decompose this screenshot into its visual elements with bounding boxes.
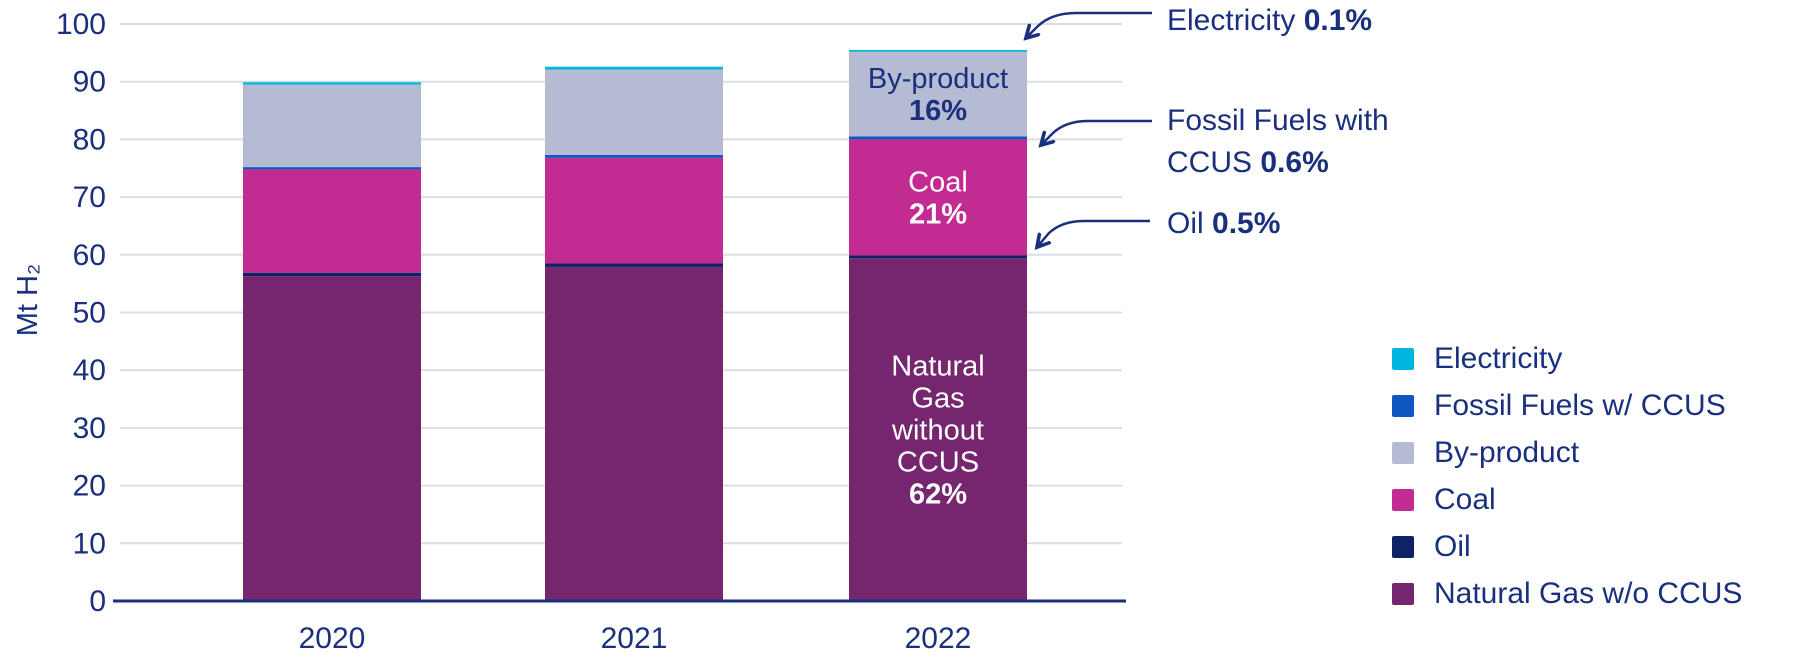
x-axis-label: 2020 <box>299 622 366 655</box>
bar-segment-natural-gas-w-o-ccus <box>545 266 723 601</box>
bar-segment-fossil-fuels-w-ccus <box>849 136 1027 140</box>
in-bar-label: Natural Gas without CCUS 62% <box>891 351 985 511</box>
in-bar-label: By-product 16% <box>868 63 1008 127</box>
legend-label: Fossil Fuels w/ CCUS <box>1434 388 1726 422</box>
legend-swatch-by-product <box>1392 441 1414 464</box>
bar-segment-natural-gas-w-o-ccus <box>849 258 1027 601</box>
annotation-oil: Oil 0.5% <box>1167 203 1280 245</box>
legend-label: Electricity <box>1434 341 1563 375</box>
bar-segment-electricity <box>545 66 723 70</box>
bar-segment-coal <box>849 139 1027 256</box>
legend-item-natural-gas: Natural Gas w/o CCUS <box>1392 570 1742 617</box>
legend-swatch-electricity <box>1392 347 1414 370</box>
electricity-callout-arrow <box>1027 11 1152 37</box>
legend-label: Coal <box>1434 482 1496 516</box>
y-axis-title: Mt H₂ <box>12 264 44 336</box>
legend-swatch-oil <box>1392 535 1414 558</box>
y-axis-tick-label: 40 <box>73 354 106 387</box>
y-axis-tick-labels: 0 10 20 30 40 50 60 70 80 90 100 <box>56 8 106 618</box>
annotation-value: 0.5% <box>1212 207 1281 240</box>
fossil-fuels-ccus-callout-arrow <box>1042 119 1152 144</box>
bar-segment-by-product <box>849 51 1027 137</box>
legend-swatch-coal <box>1392 488 1414 511</box>
annotation-value: 0.6% <box>1260 146 1329 179</box>
y-axis-title-text: Mt H₂ <box>12 264 44 336</box>
bar-segment-coal <box>243 169 421 273</box>
x-axis-label: 2022 <box>905 622 972 655</box>
callout-arrows <box>1027 11 1152 246</box>
oil-callout-arrow <box>1038 219 1150 246</box>
bar-segment-by-product <box>243 84 421 168</box>
x-axis-label: 2021 <box>601 622 668 655</box>
legend-swatch-fossil-fuels-ccus <box>1392 394 1414 417</box>
in-bar-labels: By-product 16% Coal 21% Natural Gas without CCU… <box>868 63 1008 511</box>
legend-item-electricity: Electricity <box>1392 335 1742 382</box>
legend-item-by-product: By-product <box>1392 429 1742 476</box>
x-axis-labels: 2020 2021 2022 <box>299 622 972 655</box>
bar-segment-electricity <box>243 82 421 85</box>
legend-item-oil: Oil <box>1392 523 1742 570</box>
y-axis-tick-label: 90 <box>73 66 106 99</box>
annotation-label: Oil <box>1167 207 1204 240</box>
bars <box>243 49 1027 601</box>
y-axis-tick-label: 80 <box>73 123 106 156</box>
annotation-label: Fossil Fuels with CCUS <box>1167 104 1389 179</box>
y-axis-tick-label: 50 <box>73 297 106 330</box>
bar-segment-fossil-fuels-w-ccus <box>243 167 421 170</box>
annotation-value: 0.1% <box>1303 4 1373 37</box>
y-axis-tick-label: 20 <box>73 470 106 503</box>
legend-item-fossil-fuels-ccus: Fossil Fuels w/ CCUS <box>1392 382 1742 429</box>
legend-label: By-product <box>1434 435 1580 469</box>
in-bar-label: Coal 21% <box>908 166 968 230</box>
bar-segment-oil <box>849 255 1027 259</box>
legend-label: Oil <box>1434 529 1471 563</box>
y-axis-tick-label: 60 <box>73 239 106 272</box>
annotation-label: Electricity <box>1167 4 1296 37</box>
legend-swatch-natural-gas <box>1392 582 1414 605</box>
bar-segment-oil <box>545 263 723 267</box>
bar-segment-electricity <box>849 49 1027 52</box>
bar-segment-oil <box>243 272 421 277</box>
legend-item-coal: Coal <box>1392 476 1742 523</box>
y-axis-tick-label: 70 <box>73 181 106 214</box>
annotation-electricity: Electricity 0.1% <box>1167 0 1372 42</box>
y-axis-tick-label: 10 <box>73 527 106 560</box>
legend-label: Natural Gas w/o CCUS <box>1434 576 1743 610</box>
annotation-fossil-fuels-ccus: Fossil Fuels with CCUS 0.6% <box>1167 100 1389 184</box>
y-axis-tick-label: 30 <box>73 412 106 445</box>
legend: Electricity Fossil Fuels w/ CCUS By-prod… <box>1392 335 1742 617</box>
bar-segment-natural-gas-w-o-ccus <box>243 276 421 601</box>
y-axis-tick-label: 100 <box>56 8 106 41</box>
bar-segment-fossil-fuels-w-ccus <box>545 154 723 158</box>
bar-segment-by-product <box>545 69 723 155</box>
y-axis-tick-label: 0 <box>89 585 106 618</box>
bar-segment-coal <box>545 157 723 264</box>
